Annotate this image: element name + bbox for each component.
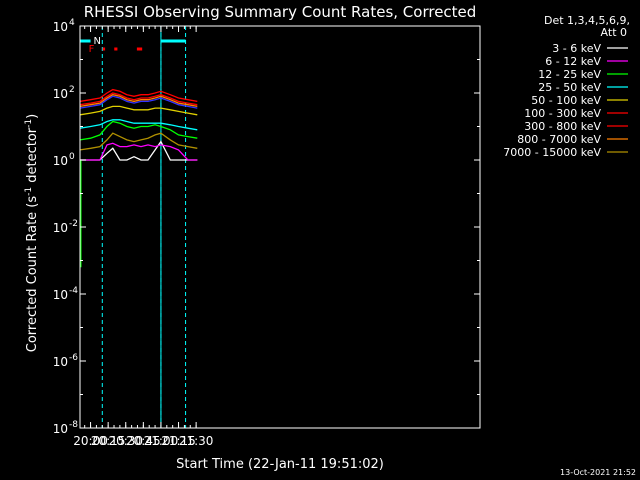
x-axis-label: Start Time (22-Jan-11 19:51:02) [176,457,384,472]
x-tick-label: 21:30 [179,434,214,448]
chart-title: RHESSI Observing Summary Count Rates, Co… [84,3,477,21]
legend-header-line-1: Det 1,3,4,5,6,9, [544,14,630,27]
x-tick-label: 20:15 [91,434,126,448]
generation-timestamp: 13-Oct-2021 21:52 [560,468,636,477]
y-tick-label-exponent: 4 [69,18,75,28]
x-tick-label: 20:00 [73,434,108,448]
y-axis-label-mid: detector [25,127,40,187]
y-tick-label: 10 [53,20,68,34]
x-tick-label: 21:00 [144,434,179,448]
y-axis-label-main: Corrected Count Rate (s [25,196,40,353]
night-marker-label: N [94,36,101,47]
x-tick-label: 20:30 [108,434,143,448]
series-line-8 [79,132,198,151]
legend-item-label: 6 - 12 keV [545,55,601,68]
legend-item-label: 7000 - 15000 keV [503,146,601,159]
y-tick-label-exponent: -4 [69,286,78,296]
legend-item-label: 300 - 800 keV [524,120,601,133]
legend-item-label: 800 - 7000 keV [517,133,601,146]
y-axis-label-end: ) [25,114,40,119]
series-line-2 [79,120,198,141]
legend-item-label: 12 - 25 keV [538,68,601,81]
y-tick-label: 10 [53,87,68,101]
series-line-5 [79,88,198,103]
legend-header-line-2: Att 0 [601,26,627,39]
y-tick-label: 10 [53,288,68,302]
legend-item-label: 3 - 6 keV [552,42,601,55]
series-line-7 [79,94,198,108]
y-tick-label-exponent: 0 [69,152,75,162]
y-tick-label-exponent: 2 [69,85,75,95]
legend-item-label: 50 - 100 keV [531,94,601,107]
series-line-4 [79,105,198,116]
y-tick-label: 10 [53,154,68,168]
series-line-6 [79,92,198,106]
y-tick-label-exponent: -2 [69,219,78,229]
series-line-blue [79,95,198,109]
flare-marker-label: F [89,44,95,55]
y-tick-label: 10 [53,355,68,369]
legend-item-label: 25 - 50 keV [538,81,601,94]
y-axis-label: Corrected Count Rate (s-1 detector-1) [24,114,40,352]
x-tick-label: 21:15 [161,434,196,448]
series-line-1 [80,142,198,161]
y-tick-label: 10 [53,422,68,436]
y-tick-label-exponent: -8 [69,420,78,430]
series-line-3 [79,119,198,131]
y-tick-label-exponent: -6 [69,353,78,363]
y-axis-label-sup-1: -1 [24,187,34,196]
series-line-0 [80,140,198,161]
x-tick-label: 20:45 [126,434,161,448]
legend-item-label: 100 - 300 keV [524,107,601,120]
y-tick-label: 10 [53,221,68,235]
y-axis-label-sup-2: -1 [24,119,34,128]
